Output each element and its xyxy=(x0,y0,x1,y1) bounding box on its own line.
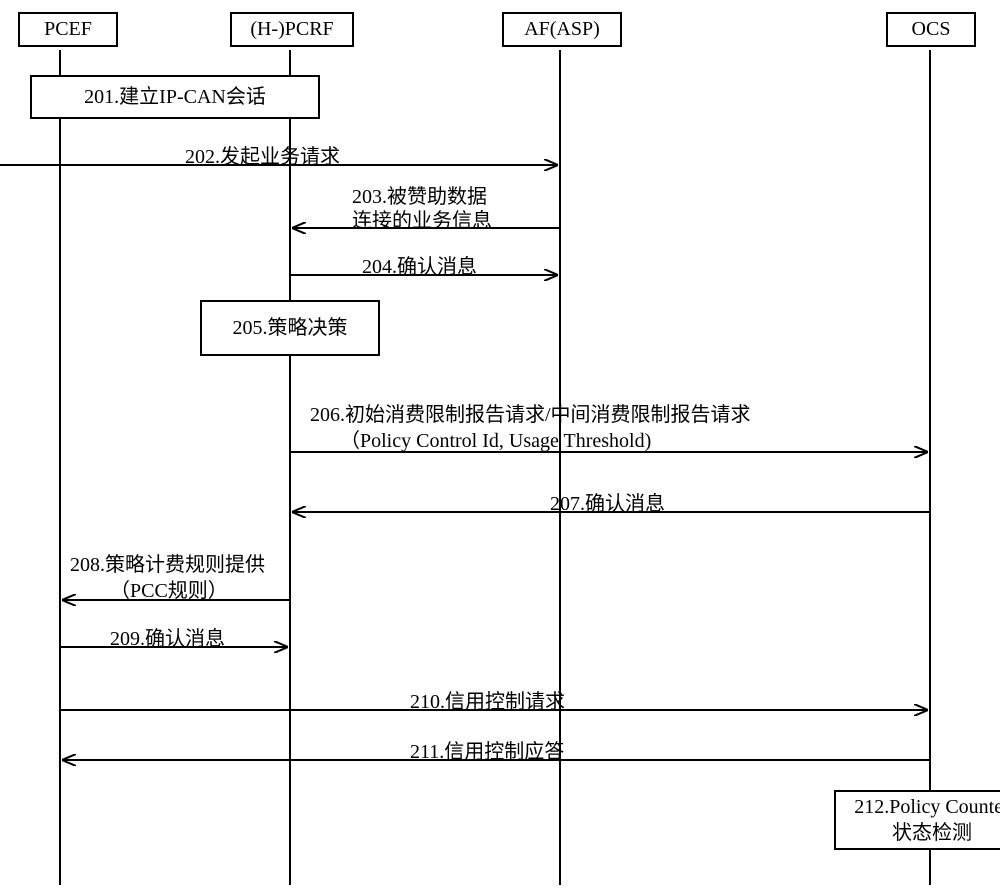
actor-pcef-label: PCEF xyxy=(44,18,92,40)
step-205-label: 205.策略决策 xyxy=(233,315,348,341)
actor-ocs-label: OCS xyxy=(912,18,951,40)
step-206-label1: 206.初始消费限制报告请求/中间消费限制报告请求 xyxy=(310,398,751,427)
actor-ocs: OCS xyxy=(886,12,976,47)
step-212-box: 212.Policy Counter 状态检测 xyxy=(834,790,1000,850)
actor-pcrf: (H-)PCRF xyxy=(230,12,354,47)
lifeline-pcrf xyxy=(289,50,291,885)
step-203-label2: 连接的业务信息 xyxy=(352,204,492,233)
step-212-label1: 212.Policy Counter xyxy=(854,794,1000,820)
step-207-label: 207.确认消息 xyxy=(550,487,665,516)
step-210-label: 210.信用控制请求 xyxy=(410,685,565,714)
step-205-box: 205.策略决策 xyxy=(200,300,380,356)
actor-pcef: PCEF xyxy=(18,12,118,47)
step-212-label2: 状态检测 xyxy=(854,820,1000,846)
actor-af: AF(ASP) xyxy=(502,12,622,47)
step-201-box: 201.建立IP-CAN会话 xyxy=(30,75,320,119)
step-204-label: 204.确认消息 xyxy=(362,250,477,279)
actor-pcrf-label: (H-)PCRF xyxy=(250,18,333,40)
step-201-label: 201.建立IP-CAN会话 xyxy=(84,84,266,110)
sequence-diagram: PCEF (H-)PCRF AF(ASP) OCS xyxy=(0,0,1000,895)
step-208-label1: 208.策略计费规则提供 xyxy=(70,548,265,577)
step-209-label: 209.确认消息 xyxy=(110,622,225,651)
step-211-label: 211.信用控制应答 xyxy=(410,735,564,764)
step-208-label2: （PCC规则） xyxy=(110,574,228,603)
lifeline-pcef xyxy=(59,50,61,885)
lifeline-ocs xyxy=(929,50,931,885)
step-202-label: 202.发起业务请求 xyxy=(185,140,340,169)
actor-af-label: AF(ASP) xyxy=(524,18,600,40)
step-206-label2: （Policy Control Id, Usage Threshold) xyxy=(340,424,651,453)
